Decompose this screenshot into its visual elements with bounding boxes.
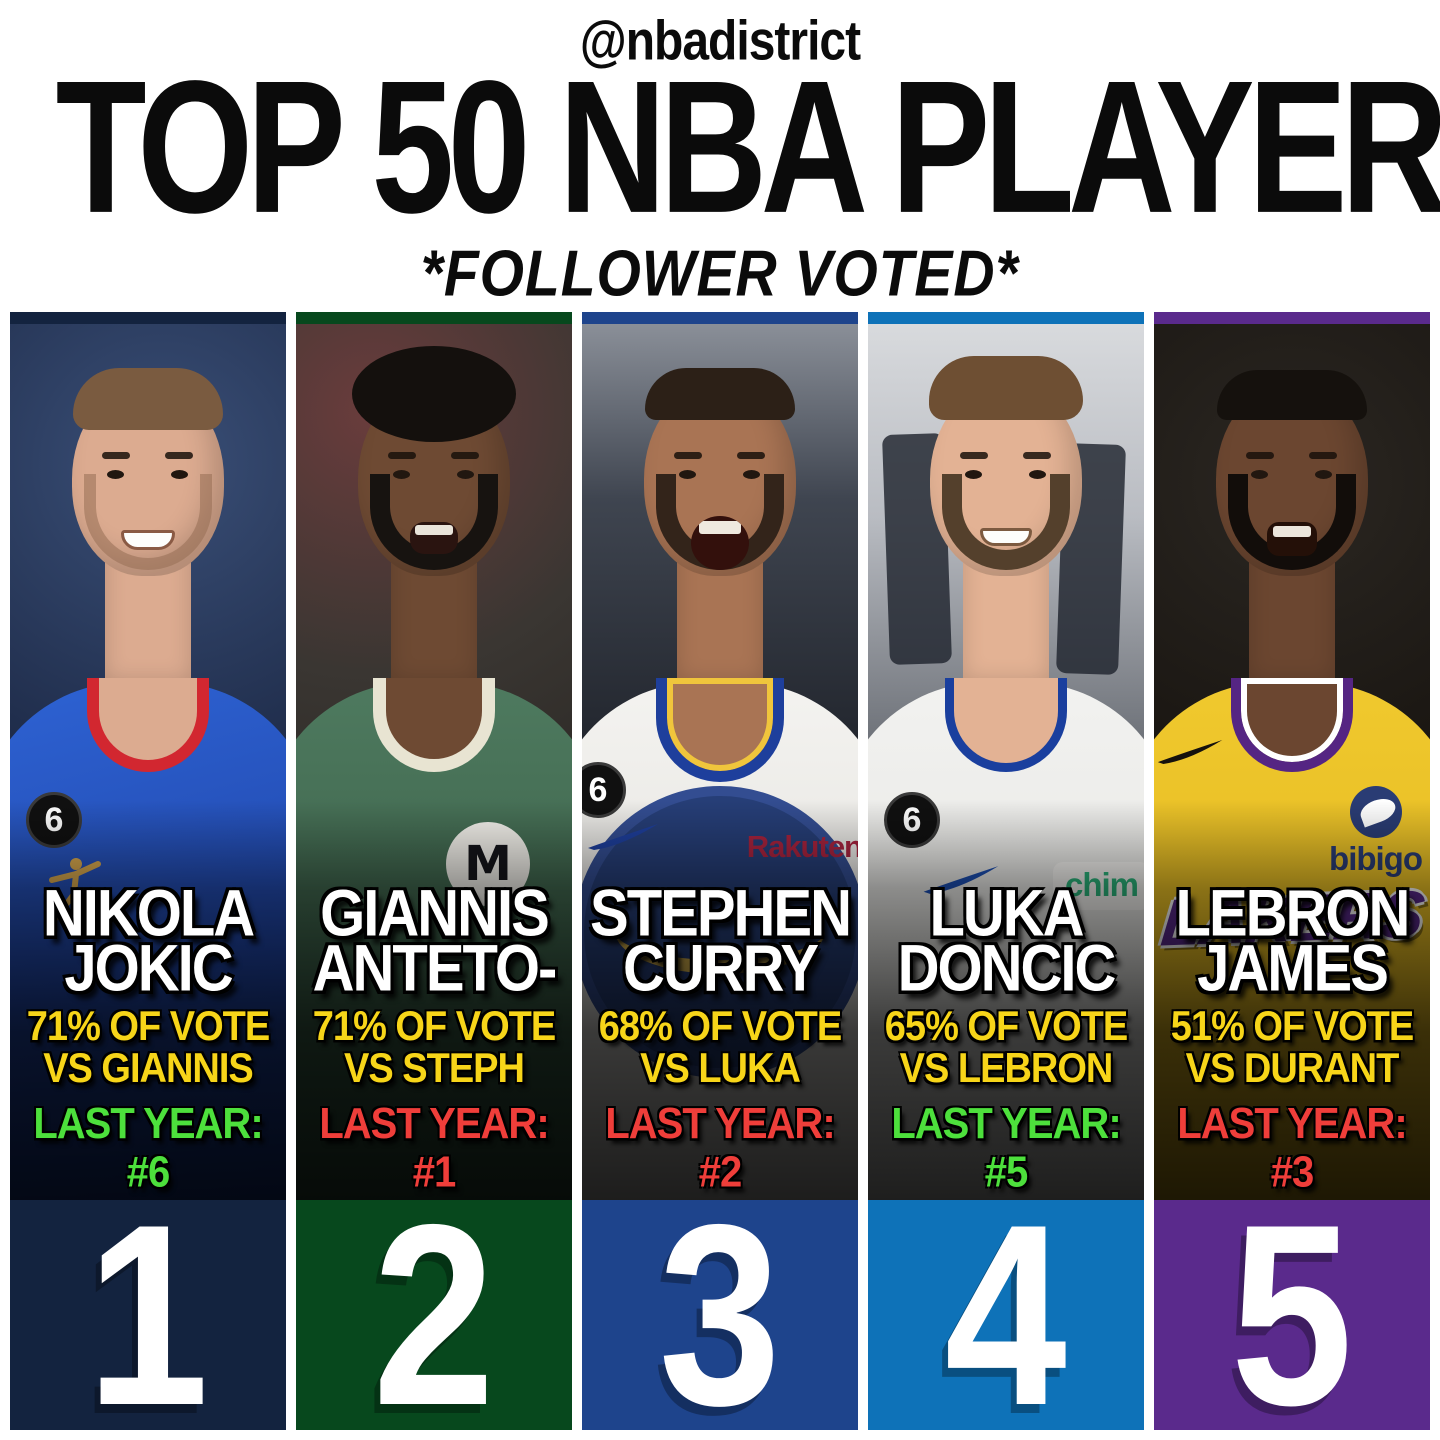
player-brow [674, 452, 702, 459]
vote-share: 51% OF VOTE VS DURANT [1170, 1003, 1414, 1093]
player-name: LUKA DONCIC [897, 876, 1117, 1006]
player-brow [102, 452, 130, 459]
jersey-collar [87, 678, 209, 772]
rank-number: 2 [373, 1200, 495, 1430]
team-color-strip [296, 312, 572, 324]
stats-overlay: LEBRON JAMES 51% OF VOTE VS DURANT LAST YE… [1154, 800, 1430, 1200]
jersey-collar [1231, 678, 1353, 772]
rank-bar: 1 [10, 1200, 286, 1430]
player-eye [393, 470, 410, 479]
player-eye [679, 470, 696, 479]
player-neck [963, 552, 1049, 702]
jersey-collar [373, 678, 495, 772]
rank-number: 5 [1231, 1200, 1353, 1430]
player-brow [1309, 452, 1337, 459]
stats-overlay: STEPHEN CURRY 68% OF VOTE VS LUKA LAST YEA… [582, 800, 858, 1200]
last-year-label: LAST YEAR: #1 [319, 1099, 549, 1197]
stats-overlay: NIKOLA JOKIC 71% OF VOTE VS GIANNIS LAST Y… [10, 800, 286, 1200]
player-mouth [410, 522, 458, 554]
vote-share: 65% OF VOTE VS LEBRON [884, 1003, 1128, 1093]
team-color-strip [10, 312, 286, 324]
player-brow [960, 452, 988, 459]
player-mouth [1267, 522, 1317, 556]
last-year-label: LAST YEAR: #5 [891, 1099, 1121, 1197]
player-eye [1251, 470, 1268, 479]
player-brow [165, 452, 193, 459]
stats-overlay: GIANNIS ANTETO- 71% OF VOTE VS STEPH LAST … [296, 800, 572, 1200]
player-eye [1029, 470, 1046, 479]
vote-share: 71% OF VOTE VS STEPH [312, 1003, 556, 1093]
player-brow [737, 452, 765, 459]
stats-overlay: LUKA DONCIC 65% OF VOTE VS LEBRON LAST YEA… [868, 800, 1144, 1200]
player-brow [1023, 452, 1051, 459]
rank-bar: 2 [296, 1200, 572, 1430]
player-hair [73, 368, 223, 430]
player-hair [645, 368, 795, 420]
jersey-collar [656, 678, 784, 782]
vote-share: 71% OF VOTE VS GIANNIS [26, 1003, 270, 1093]
player-mouth [691, 516, 749, 570]
rank-number: 4 [945, 1200, 1067, 1430]
player-neck [1249, 552, 1335, 702]
last-year-label: LAST YEAR: #3 [1177, 1099, 1407, 1197]
player-name: NIKOLA JOKIC [42, 876, 255, 1006]
player-brow [451, 452, 479, 459]
page-subtitle: *FOLLOWER VOTED* [421, 237, 1019, 310]
player-eye [171, 470, 188, 479]
player-eye [457, 470, 474, 479]
player-eye [1315, 470, 1332, 479]
player-neck [677, 552, 763, 702]
rank-bar: 5 [1154, 1200, 1430, 1430]
account-handle: @nbadistrict [579, 11, 861, 72]
player-neck [391, 552, 477, 702]
player-hair [929, 356, 1083, 420]
player-brow [1246, 452, 1274, 459]
player-mouth [121, 530, 175, 550]
player-neck [105, 552, 191, 702]
last-year-label: LAST YEAR: #2 [605, 1099, 835, 1197]
player-hair [1217, 370, 1367, 420]
player-eye [965, 470, 982, 479]
player-mouth [980, 528, 1032, 546]
player-brow [388, 452, 416, 459]
player-name: LEBRON JAMES [1175, 876, 1411, 1006]
player-eye [107, 470, 124, 479]
vote-share: 68% OF VOTE VS LUKA [598, 1003, 842, 1093]
team-color-strip [868, 312, 1144, 324]
rank-bar: 3 [582, 1200, 858, 1430]
page-title: TOP 50 NBA PLAYERS [55, 40, 1440, 253]
header: @nbadistrict TOP 50 NBA PLAYERS *FOLLOWE… [0, 0, 1440, 312]
last-year-label: LAST YEAR: #6 [33, 1099, 263, 1197]
rank-number: 3 [659, 1200, 781, 1430]
jersey-collar [945, 678, 1067, 772]
nike-swoosh-icon [1157, 740, 1223, 764]
team-color-strip [1154, 312, 1430, 324]
rank-number: 1 [87, 1200, 209, 1430]
rank-bar: 4 [868, 1200, 1144, 1430]
player-eye [743, 470, 760, 479]
team-color-strip [582, 312, 858, 324]
player-name: STEPHEN CURRY [590, 876, 852, 1006]
player-name: GIANNIS ANTETO- [312, 876, 558, 1006]
player-hair [352, 346, 516, 442]
